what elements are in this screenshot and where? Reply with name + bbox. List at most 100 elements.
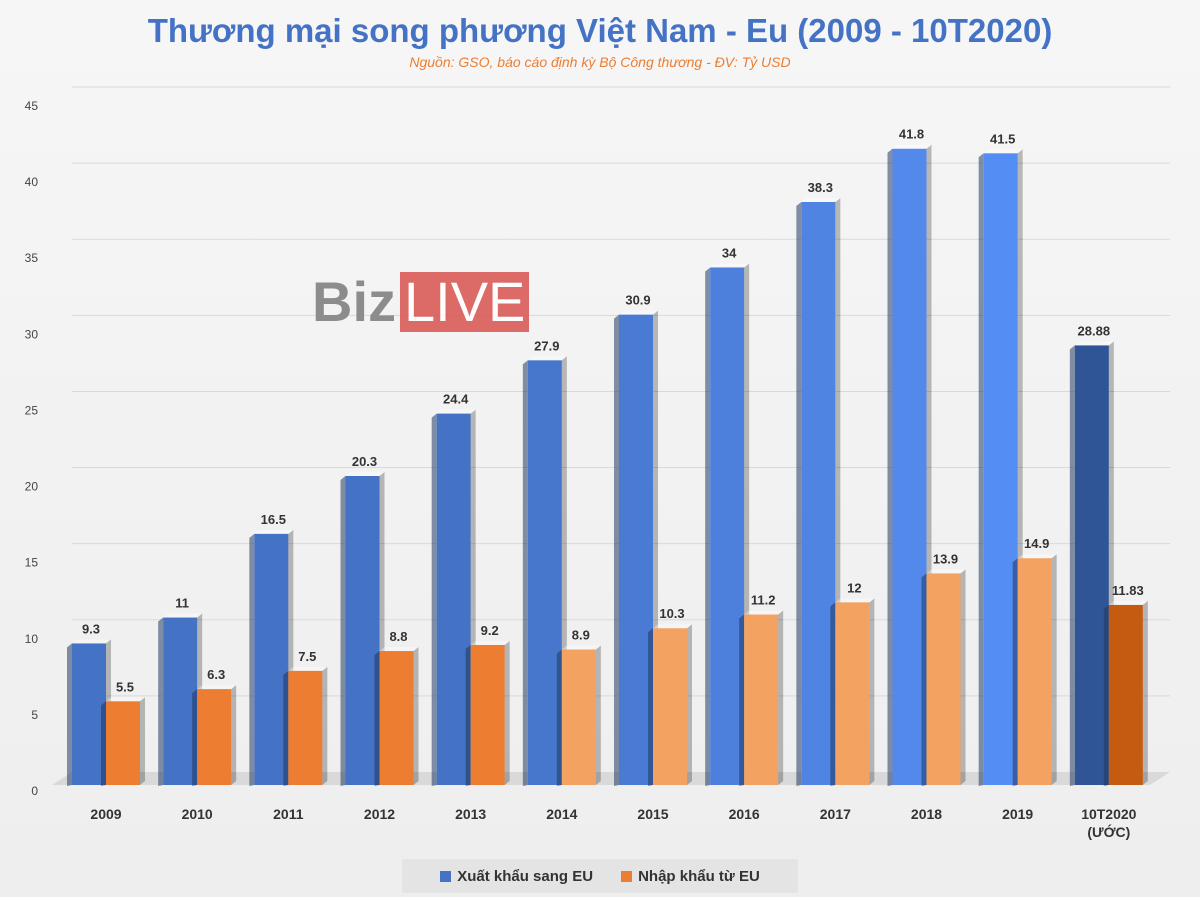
bar-side-face [921,573,927,786]
export-data-label: 34 [722,245,737,260]
bar-side-face [648,628,653,786]
bar-top [106,697,145,702]
import-data-label: 8.8 [389,629,407,644]
bar-top [470,640,510,645]
import-data-label: 7.5 [298,649,316,664]
x-tick-label: 2010 [182,806,213,822]
bar-top [379,647,419,652]
y-tick-label: 20 [25,480,39,494]
bar-top [345,471,385,476]
bar-front [801,201,836,785]
bar-front [72,643,106,785]
export-bar [249,529,294,786]
bar-top [835,598,875,603]
chart-legend: Xuất khẩu sang EU Nhập khẩu từ EU [402,859,798,893]
import-data-label: 14.9 [1024,536,1049,551]
bar-front [1017,558,1052,785]
legend-item-import: Nhập khẩu từ EU [621,868,760,885]
bar-depth [960,569,966,785]
bar-front [619,314,653,785]
bar-top [163,613,203,618]
bar-side-face [283,670,289,786]
legend-item-export: Xuất khẩu sang EU [440,868,593,885]
bar-top [1074,341,1114,346]
bar-depth [687,624,692,785]
x-tick-label: 2011 [273,806,304,822]
bar-depth [869,598,875,785]
bar-front [744,614,779,785]
bar-front [653,628,687,785]
bar-front [835,602,870,785]
bar-side-face [796,201,802,786]
bar-front [254,533,289,785]
x-tick-label: 2013 [455,806,486,822]
export-bar [978,149,1023,786]
legend-label-export: Xuất khẩu sang EU [457,867,594,885]
bar-front [710,267,745,785]
export-bar [796,197,841,786]
bar-top [254,529,294,534]
bar-top [436,409,476,414]
import-data-label: 13.9 [933,551,958,566]
export-data-label: 41.5 [990,131,1015,146]
bar-top [983,149,1023,154]
bar-depth [413,647,419,785]
bar-side-face [1103,604,1109,786]
x-tick-label: 2018 [911,806,942,822]
bar-front [288,670,323,785]
bar-top [1108,600,1148,605]
export-data-label: 16.5 [261,512,286,527]
import-bar [1103,600,1148,786]
import-bar [101,697,145,786]
bar-side-face [67,643,72,786]
x-tick-label: 2012 [364,806,395,822]
import-data-label: 9.2 [481,623,499,638]
bar-depth [504,640,510,785]
x-tick-label: 2009 [90,806,121,822]
bar-side-face [830,602,836,786]
import-data-label: 11.2 [751,593,776,608]
bar-front [1074,345,1109,785]
export-data-label: 38.3 [808,180,833,195]
import-bar [192,685,237,786]
x-tick-label: 2014 [546,806,577,822]
bar-side-face [431,413,437,786]
bar-side-face [249,533,255,786]
import-bar [921,569,966,786]
import-bar [1012,554,1057,786]
import-bar [648,624,692,786]
bar-front [379,651,414,785]
x-tick-label: 2019 [1002,806,1033,822]
x-tick-label: 2015 [637,806,668,822]
import-bar [374,647,419,786]
export-data-label: 24.4 [443,392,469,407]
bar-side-face [374,651,380,786]
bar-side-face [705,267,711,786]
y-tick-label: 5 [31,708,38,722]
bar-side-face [101,701,106,786]
import-bar [739,610,784,786]
y-tick-label: 40 [25,175,39,189]
bar-side-face [465,644,471,786]
bar-top [527,356,567,361]
bar-side-face [340,475,346,786]
bar-front [1108,604,1143,785]
y-tick-label: 15 [25,556,39,570]
bar-top [710,263,750,268]
bar-depth [1051,554,1057,785]
chart-subtitle: Nguồn: GSO, báo cáo định kỳ Bộ Công thươ… [409,54,791,70]
bar-side-face [978,153,984,786]
bar-depth [231,685,237,785]
import-data-label: 8.9 [572,628,590,643]
bar-side-face [614,314,619,786]
export-data-label: 27.9 [534,338,559,353]
x-tick-label: 2016 [729,806,760,822]
watermark-live-text: LIVE [400,272,530,332]
bar-top [619,310,658,315]
bar-top [926,569,966,574]
import-bar [830,598,875,786]
bar-side-face [556,649,562,786]
bar-side-face [192,689,198,786]
import-data-label: 6.3 [207,667,225,682]
